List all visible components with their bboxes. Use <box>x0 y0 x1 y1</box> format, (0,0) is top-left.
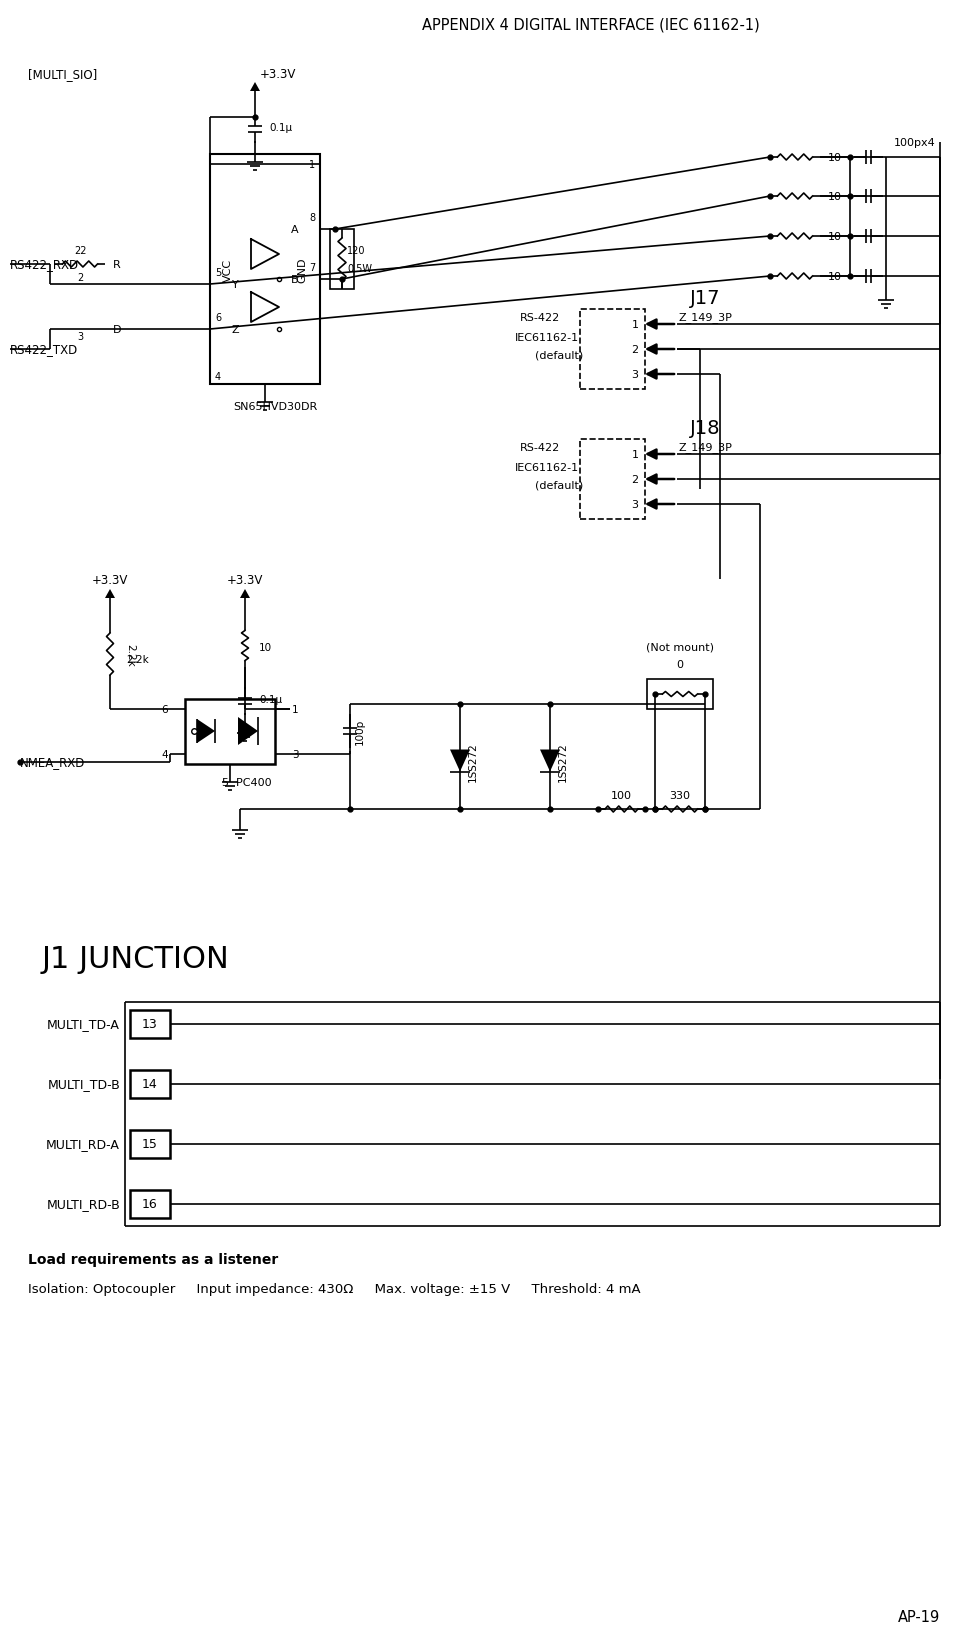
Text: 3: 3 <box>292 749 298 759</box>
Text: VCC: VCC <box>223 259 233 282</box>
Text: 2: 2 <box>632 475 639 485</box>
Polygon shape <box>450 751 470 772</box>
Text: 7: 7 <box>309 262 315 272</box>
Text: B: B <box>292 275 298 285</box>
Text: 120: 120 <box>347 246 365 256</box>
Text: J1 JUNCTION: J1 JUNCTION <box>42 946 229 974</box>
Text: 330: 330 <box>670 790 690 800</box>
Text: 0: 0 <box>677 659 683 670</box>
Text: 3: 3 <box>77 331 83 343</box>
Text: 10: 10 <box>828 231 842 243</box>
Text: 2.2k: 2.2k <box>125 642 135 665</box>
Text: 10: 10 <box>259 642 272 652</box>
Bar <box>580 310 645 390</box>
Text: 2: 2 <box>77 272 84 284</box>
Text: 4: 4 <box>215 372 221 382</box>
Text: 13: 13 <box>142 1018 157 1031</box>
Text: NMEA_RXD: NMEA_RXD <box>20 756 86 769</box>
Text: J18: J18 <box>690 418 720 438</box>
Text: 100p: 100p <box>355 718 365 744</box>
Text: RS-422: RS-422 <box>520 313 560 323</box>
Bar <box>130 1131 170 1159</box>
Text: 8: 8 <box>309 213 315 223</box>
Text: RS-422: RS-422 <box>520 443 560 452</box>
Text: 1: 1 <box>632 449 639 459</box>
Text: 100: 100 <box>611 790 632 800</box>
Text: MULTI_TD-B: MULTI_TD-B <box>48 1078 120 1092</box>
Text: IEC61162-1: IEC61162-1 <box>515 333 579 343</box>
Text: RS422_TXD: RS422_TXD <box>10 343 79 356</box>
Text: IEC61162-1: IEC61162-1 <box>515 462 579 472</box>
Text: 1: 1 <box>292 705 298 715</box>
Text: 6: 6 <box>161 705 168 715</box>
Polygon shape <box>238 718 258 746</box>
Text: +3.3V: +3.3V <box>91 574 128 587</box>
Text: 5  PC400: 5 PC400 <box>222 777 271 787</box>
Text: 3: 3 <box>632 500 639 510</box>
Text: R: R <box>113 261 121 270</box>
Text: (default): (default) <box>535 480 583 490</box>
Text: 10: 10 <box>828 272 842 282</box>
Text: 100px4: 100px4 <box>894 138 936 148</box>
Text: Y: Y <box>231 280 238 290</box>
Text: 22: 22 <box>74 246 87 256</box>
Text: 2.2k: 2.2k <box>126 654 149 664</box>
Text: 1SS272: 1SS272 <box>468 742 478 782</box>
Text: 5: 5 <box>215 267 221 279</box>
Text: GND: GND <box>297 257 307 282</box>
Text: [MULTI_SIO]: [MULTI_SIO] <box>28 69 97 82</box>
Text: 4: 4 <box>161 749 168 759</box>
Text: +3.3V: +3.3V <box>260 69 296 82</box>
Text: APPENDIX 4 DIGITAL INTERFACE (IEC 61162-1): APPENDIX 4 DIGITAL INTERFACE (IEC 61162-… <box>422 18 760 33</box>
Text: Z: Z <box>231 325 239 334</box>
Text: MULTI_RD-B: MULTI_RD-B <box>47 1198 120 1211</box>
Text: +3.3V: +3.3V <box>226 574 263 587</box>
Text: MULTI_RD-A: MULTI_RD-A <box>46 1137 120 1151</box>
Polygon shape <box>540 751 560 772</box>
Text: J17: J17 <box>690 288 720 308</box>
Text: 0.1µ: 0.1µ <box>259 695 282 705</box>
Text: 16: 16 <box>142 1198 157 1211</box>
Text: 2: 2 <box>632 344 639 354</box>
Text: 14: 14 <box>142 1078 157 1092</box>
Bar <box>580 439 645 520</box>
Text: 1: 1 <box>632 320 639 329</box>
Bar <box>130 1070 170 1098</box>
Text: Load requirements as a listener: Load requirements as a listener <box>28 1252 278 1267</box>
Text: Z_149_3P: Z_149_3P <box>678 313 732 323</box>
Bar <box>130 1010 170 1039</box>
Bar <box>330 229 354 290</box>
Text: RS422_RXD: RS422_RXD <box>10 259 79 272</box>
Text: Z_149_3P: Z_149_3P <box>678 443 732 452</box>
Polygon shape <box>105 590 115 598</box>
Text: 1SS272: 1SS272 <box>558 742 568 782</box>
Text: 0.5W: 0.5W <box>347 264 372 274</box>
Text: Isolation: Optocoupler     Input impedance: 430Ω     Max. voltage: ±15 V     Thr: Isolation: Optocoupler Input impedance: … <box>28 1283 641 1296</box>
Text: 10: 10 <box>828 152 842 162</box>
Text: AP-19: AP-19 <box>898 1609 940 1624</box>
Text: A: A <box>292 225 298 234</box>
Text: SN65HVD30DR: SN65HVD30DR <box>233 402 317 411</box>
Text: 0.1µ: 0.1µ <box>269 123 293 133</box>
Text: (default): (default) <box>535 351 583 361</box>
Text: 6: 6 <box>215 313 221 323</box>
Text: 3: 3 <box>632 370 639 380</box>
Text: 10: 10 <box>828 192 842 202</box>
Text: (Not mount): (Not mount) <box>646 642 714 652</box>
Polygon shape <box>240 590 250 598</box>
Bar <box>130 1190 170 1218</box>
Text: MULTI_TD-A: MULTI_TD-A <box>47 1018 120 1031</box>
Bar <box>185 700 275 764</box>
Text: D: D <box>113 325 122 334</box>
Polygon shape <box>250 84 260 92</box>
Polygon shape <box>197 720 215 744</box>
Bar <box>647 680 713 710</box>
Text: 15: 15 <box>142 1137 157 1151</box>
Text: 1: 1 <box>309 161 315 170</box>
Bar <box>210 156 320 385</box>
